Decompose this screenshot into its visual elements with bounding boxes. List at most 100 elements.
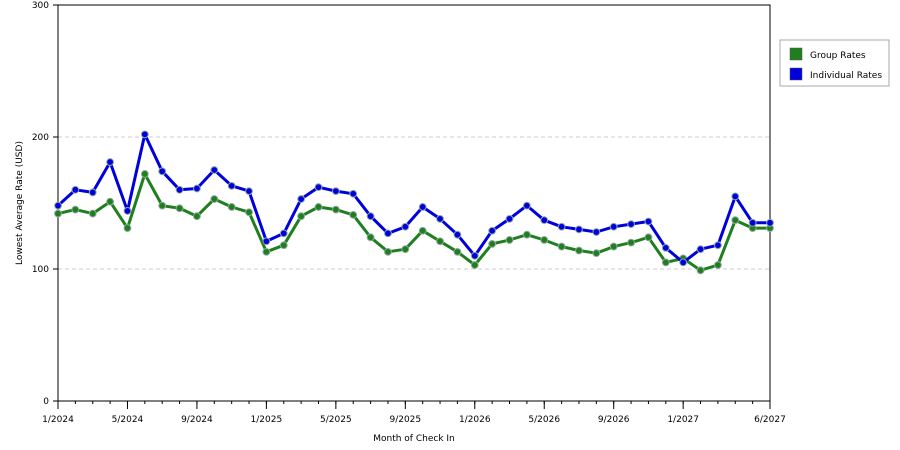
- data-point: [175, 204, 184, 213]
- data-point: [575, 225, 583, 234]
- data-point: [609, 222, 618, 231]
- x-tick-label: 1/2027: [667, 415, 699, 425]
- data-point: [418, 203, 427, 211]
- data-point: [262, 247, 271, 256]
- data-point: [366, 212, 375, 221]
- data-point: [384, 229, 392, 238]
- data-point: [661, 258, 670, 267]
- data-point: [436, 214, 444, 223]
- data-point: [453, 247, 462, 256]
- data-point: [661, 243, 670, 252]
- data-point: [158, 201, 167, 210]
- data-point: [540, 216, 549, 225]
- data-point: [54, 209, 62, 218]
- data-point: [731, 216, 740, 225]
- data-point: [106, 158, 114, 166]
- data-point: [488, 240, 497, 248]
- data-point: [279, 241, 288, 250]
- data-point: [140, 170, 149, 178]
- data-point: [575, 246, 583, 255]
- data-point: [505, 236, 514, 244]
- data-point: [731, 192, 740, 201]
- data-point: [54, 201, 62, 210]
- x-tick-label: 6/2027: [754, 415, 786, 425]
- data-point: [418, 226, 427, 235]
- data-point: [314, 203, 323, 211]
- data-point: [245, 208, 253, 217]
- data-point: [227, 181, 236, 190]
- data-point: [696, 245, 705, 254]
- data-point: [592, 228, 601, 236]
- data-point: [470, 261, 479, 269]
- data-point: [714, 261, 722, 269]
- data-point: [193, 212, 201, 221]
- data-point: [401, 245, 410, 254]
- data-point: [349, 210, 358, 219]
- data-point: [123, 224, 132, 232]
- data-point: [123, 207, 132, 215]
- data-point: [644, 217, 653, 226]
- data-point: [627, 238, 635, 247]
- data-point: [522, 230, 531, 239]
- data-point: [766, 218, 774, 227]
- y-tick-label: 100: [32, 265, 49, 275]
- legend-label: Individual Rates: [810, 71, 882, 81]
- data-point: [331, 187, 340, 196]
- data-point: [522, 201, 531, 210]
- legend: Group Rates Individual Rates: [779, 39, 890, 87]
- data-point: [88, 209, 97, 218]
- data-point: [175, 185, 184, 194]
- y-axis-title: Lowest Average Rate (USD): [15, 141, 25, 265]
- data-point: [210, 195, 219, 203]
- data-point: [279, 229, 288, 238]
- data-point: [106, 197, 114, 206]
- data-point: [331, 205, 340, 214]
- data-point: [71, 205, 80, 214]
- data-point: [488, 226, 497, 235]
- x-axis-title: Month of Check In: [373, 434, 455, 444]
- data-point: [505, 214, 514, 223]
- data-point: [557, 222, 566, 231]
- legend-swatch: [789, 67, 803, 81]
- data-point: [679, 258, 688, 267]
- data-point: [193, 184, 201, 193]
- data-point: [748, 218, 757, 227]
- data-point: [436, 237, 444, 246]
- x-tick-label: 1/2025: [251, 415, 283, 425]
- series-individual-rates: [54, 130, 774, 267]
- data-point: [88, 188, 97, 197]
- series-line: [56, 132, 770, 264]
- data-point: [245, 187, 253, 196]
- x-tick-label: 9/2025: [389, 415, 421, 425]
- data-point: [158, 167, 167, 176]
- x-tick-label: 9/2026: [598, 415, 630, 425]
- data-point: [140, 130, 149, 139]
- data-point: [210, 166, 219, 174]
- x-tick-label: 9/2024: [181, 415, 213, 425]
- data-point: [384, 247, 392, 256]
- data-point: [540, 236, 549, 244]
- x-tick-label: 1/2024: [42, 415, 74, 425]
- series-line: [57, 172, 770, 272]
- legend-label: Group Rates: [810, 51, 866, 61]
- y-tick-label: 300: [32, 1, 49, 11]
- data-point: [453, 230, 462, 239]
- y-axis-ticks: 0 100 200 300: [32, 1, 58, 407]
- data-point: [297, 195, 306, 203]
- data-point: [297, 212, 306, 221]
- data-point: [627, 220, 635, 229]
- series-group-rates: [54, 170, 774, 275]
- data-point: [366, 233, 375, 242]
- data-point: [696, 266, 705, 275]
- data-point: [470, 251, 479, 260]
- data-point: [644, 233, 653, 242]
- series-lines: [54, 130, 774, 275]
- x-tick-label: 1/2026: [459, 415, 491, 425]
- data-point: [557, 242, 566, 251]
- data-point: [227, 203, 236, 211]
- data-point: [609, 242, 618, 251]
- data-point: [314, 183, 323, 192]
- x-tick-label: 5/2025: [320, 415, 352, 425]
- data-point: [592, 249, 601, 258]
